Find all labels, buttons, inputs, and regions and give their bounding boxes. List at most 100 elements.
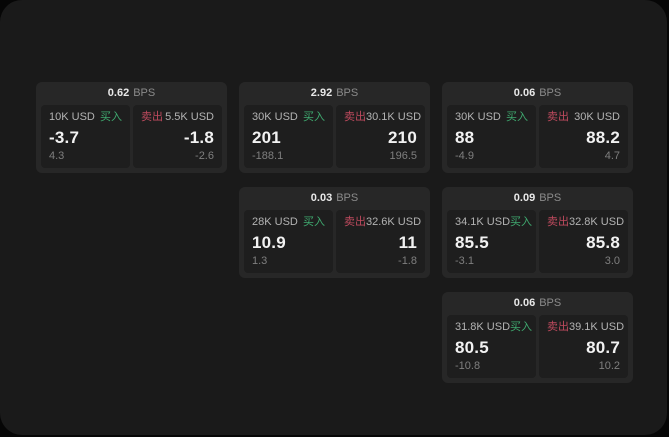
buy-price: 201	[252, 128, 281, 147]
quote-card: 0.09 BPS 34.1K USD 买入 85.5 -3.1 卖出 32.8K…	[442, 187, 633, 278]
sell-size: 30.1K USD	[366, 111, 422, 123]
sell-size: 30K USD	[574, 111, 620, 123]
buy-delta: -188.1	[252, 150, 284, 162]
buy-size: 30K USD	[252, 111, 298, 123]
sell-delta: 3.0	[604, 255, 620, 267]
sell-delta: 10.2	[598, 360, 620, 372]
spread-header: 0.09 BPS	[447, 187, 628, 210]
sell-price: 80.7	[586, 338, 620, 357]
spread-value: 0.06	[513, 297, 536, 309]
buy-panel-top: 30K USD 买入	[252, 112, 325, 123]
buy-panel[interactable]: 10K USD 买入 -3.7 4.3	[41, 105, 130, 168]
buy-price: -3.7	[49, 128, 80, 147]
spread-header: 0.06 BPS	[447, 292, 628, 315]
sell-price: -1.8	[183, 128, 214, 147]
quote-card: 0.06 BPS 31.8K USD 买入 80.5 -10.8 卖出 39.1…	[442, 292, 633, 383]
sell-panel-top: 卖出 30.1K USD	[344, 111, 421, 123]
sell-label: 卖出	[547, 111, 569, 123]
sell-delta: 196.5	[389, 150, 417, 162]
buy-panel[interactable]: 34.1K USD 买入 85.5 -3.1	[447, 210, 536, 273]
buy-delta: -10.8	[455, 360, 481, 372]
buy-label: 买入	[510, 216, 533, 228]
sell-delta: 4.7	[604, 150, 620, 162]
sell-delta: -1.8	[398, 255, 417, 267]
spread-header: 0.03 BPS	[244, 187, 425, 210]
sell-panel[interactable]: 卖出 5.5K USD -1.8 -2.6	[133, 105, 222, 168]
quote-panels: 30K USD 买入 88 -4.9 卖出 30K USD 88.2 4.7	[447, 105, 628, 168]
spread-unit: BPS	[336, 192, 359, 204]
sell-panel[interactable]: 卖出 32.6K USD 11 -1.8	[336, 210, 425, 273]
quote-panels: 30K USD 买入 201 -188.1 卖出 30.1K USD 210 1…	[244, 105, 425, 168]
quote-panels: 31.8K USD 买入 80.5 -10.8 卖出 39.1K USD 80.…	[447, 315, 628, 378]
buy-panel-top: 31.8K USD 买入	[455, 321, 532, 333]
buy-label: 买入	[303, 111, 325, 123]
sell-size: 39.1K USD	[569, 321, 625, 333]
spread-unit: BPS	[539, 87, 562, 99]
buy-panel[interactable]: 31.8K USD 买入 80.5 -10.8	[447, 315, 536, 378]
buy-panel-top: 28K USD 买入	[252, 217, 325, 228]
sell-price: 210	[388, 128, 417, 147]
spread-header: 0.06 BPS	[447, 82, 628, 105]
spread-unit: BPS	[336, 87, 359, 99]
buy-label: 买入	[510, 321, 533, 333]
quote-panels: 34.1K USD 买入 85.5 -3.1 卖出 32.8K USD 85.8…	[447, 210, 628, 273]
sell-size: 5.5K USD	[165, 111, 214, 123]
sell-label: 卖出	[141, 111, 163, 123]
spread-unit: BPS	[133, 87, 156, 99]
sell-label: 卖出	[344, 111, 366, 123]
buy-size: 10K USD	[49, 111, 95, 123]
sell-panel[interactable]: 卖出 30.1K USD 210 196.5	[336, 105, 425, 168]
buy-size: 28K USD	[252, 216, 298, 228]
sell-panel[interactable]: 卖出 32.8K USD 85.8 3.0	[539, 210, 628, 273]
buy-delta: -4.9	[455, 150, 474, 162]
buy-label: 买入	[303, 216, 325, 228]
spread-value: 0.03	[310, 192, 333, 204]
spread-value: 0.09	[513, 192, 536, 204]
sell-size: 32.6K USD	[366, 216, 422, 228]
sell-panel[interactable]: 卖出 30K USD 88.2 4.7	[539, 105, 628, 168]
buy-panel[interactable]: 30K USD 买入 88 -4.9	[447, 105, 536, 168]
quote-grid: 0.62 BPS 10K USD 买入 -3.7 4.3 卖出 5.5K USD…	[36, 82, 633, 383]
sell-panel-top: 卖出 30K USD	[547, 112, 620, 123]
quote-panels: 10K USD 买入 -3.7 4.3 卖出 5.5K USD -1.8 -2.…	[41, 105, 222, 168]
spread-value: 2.92	[310, 87, 333, 99]
sell-price: 11	[398, 233, 417, 252]
buy-panel-top: 34.1K USD 买入	[455, 216, 532, 228]
buy-price: 80.5	[455, 338, 489, 357]
buy-panel[interactable]: 30K USD 买入 201 -188.1	[244, 105, 333, 168]
buy-delta: -3.1	[455, 255, 474, 267]
buy-delta: 4.3	[49, 150, 65, 162]
quote-panels: 28K USD 买入 10.9 1.3 卖出 32.6K USD 11 -1.8	[244, 210, 425, 273]
spread-unit: BPS	[539, 297, 562, 309]
buy-panel-top: 10K USD 买入	[49, 112, 122, 123]
buy-panel[interactable]: 28K USD 买入 10.9 1.3	[244, 210, 333, 273]
sell-delta: -2.6	[195, 150, 214, 162]
buy-price: 88	[455, 128, 475, 147]
sell-price: 88.2	[586, 128, 620, 147]
buy-price: 85.5	[455, 233, 489, 252]
buy-size: 31.8K USD	[455, 321, 511, 333]
sell-label: 卖出	[547, 216, 569, 228]
sell-panel-top: 卖出 32.6K USD	[344, 216, 421, 228]
sell-size: 32.8K USD	[569, 216, 625, 228]
buy-size: 34.1K USD	[455, 216, 511, 228]
quote-card: 0.03 BPS 28K USD 买入 10.9 1.3 卖出 32.6K US…	[239, 187, 430, 278]
spread-unit: BPS	[539, 192, 562, 204]
buy-label: 买入	[100, 111, 122, 123]
buy-panel-top: 30K USD 买入	[455, 112, 528, 123]
spread-value: 0.62	[107, 87, 130, 99]
sell-panel[interactable]: 卖出 39.1K USD 80.7 10.2	[539, 315, 628, 378]
buy-label: 买入	[506, 111, 528, 123]
buy-price: 10.9	[252, 233, 286, 252]
quote-card: 0.06 BPS 30K USD 买入 88 -4.9 卖出 30K USD 8…	[442, 82, 633, 173]
buy-delta: 1.3	[252, 255, 268, 267]
buy-size: 30K USD	[455, 111, 501, 123]
sell-panel-top: 卖出 5.5K USD	[141, 112, 214, 123]
sell-panel-top: 卖出 39.1K USD	[547, 321, 624, 333]
sell-label: 卖出	[547, 321, 569, 333]
sell-label: 卖出	[344, 216, 366, 228]
quote-card: 0.62 BPS 10K USD 买入 -3.7 4.3 卖出 5.5K USD…	[36, 82, 227, 173]
spread-header: 2.92 BPS	[244, 82, 425, 105]
spread-value: 0.06	[513, 87, 536, 99]
